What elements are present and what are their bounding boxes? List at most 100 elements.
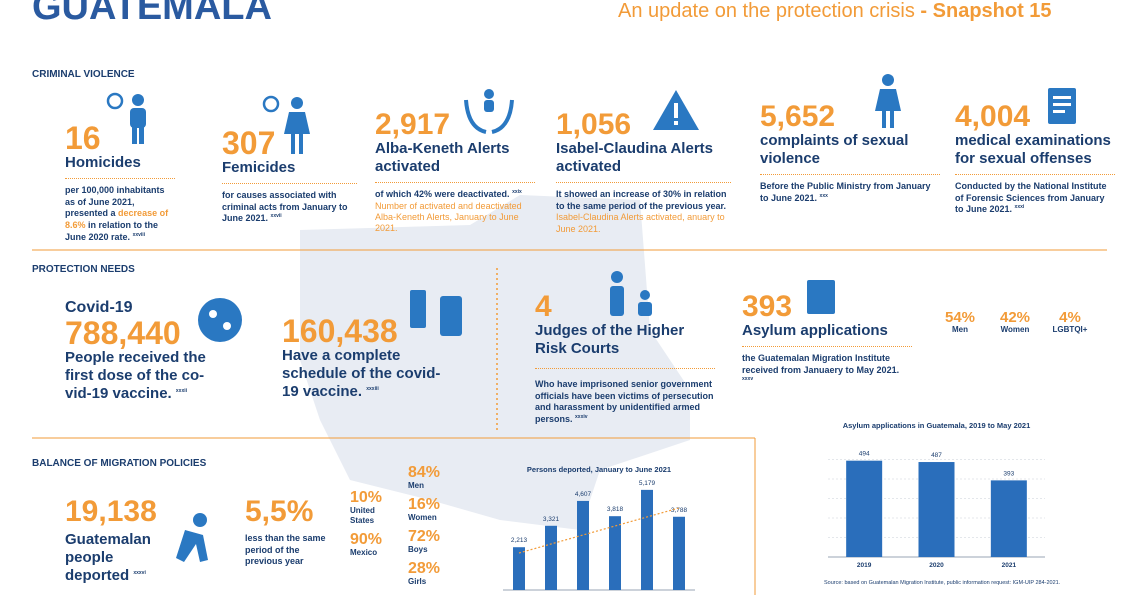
bar [513,547,525,590]
text: It showed an increase of 30% in relation… [556,189,727,211]
stat-label: complaints of sexual violence [760,132,940,175]
footnote: xxxiv [575,414,588,421]
section-heading: CRIMINAL VIOLENCE [32,69,135,80]
stat-block: 28% Girls [408,561,458,587]
description: It showed an increase of 30% in relation… [556,189,731,212]
stat-number: 160,438 [282,313,398,349]
stat-block: 4,004 medical examinations for sexual off… [955,102,1115,216]
stat-label: Alba-Keneth Alerts activated [375,140,535,183]
stat-block: 393 Asylum applications the Guatemalan Mig… [742,292,912,388]
percent: 72% [408,528,441,545]
value-label: 494 [859,451,870,458]
value-label: 3,818 [607,506,624,513]
x-tick-label: 2019 [857,562,872,569]
bar [673,516,685,590]
bar [577,500,589,590]
stat-block: Covid-19 788,440 People received the first… [65,298,215,403]
stat-block: 19,138 Guatemalan people deported xxxvi [65,497,175,585]
stat-block: 307 Femicides for causes associated with c… [222,127,357,225]
bar [609,516,621,590]
snapshot: - Snapshot 15 [920,0,1052,22]
text: in relation to the June 2020 rate. [65,220,159,242]
x-tick-label: 2020 [929,562,944,569]
percent: 90% [350,531,383,548]
stat-block: 1,056 Isabel-Claudina Alerts activated It … [556,110,731,235]
footnote: xxxii [175,388,188,395]
description: for causes associated with criminal acts… [222,190,357,225]
description: the Guatemalan Migration Institute recei… [742,353,912,388]
chart-title: Asylum applications in Guatemala, 2019 t… [843,421,1031,430]
description: Conducted by the National Institute of F… [955,181,1115,216]
footnote: xxix [512,189,522,195]
value-label: 3,321 [543,516,560,523]
text: per 100,000 inhabitants as of June 2021,… [65,185,165,219]
percent: 42% [999,309,1031,326]
stat-label: Isabel-Claudina Alerts activated [556,140,731,183]
subtitle: An update on the protection crisis - Sna… [618,0,1052,23]
footnote: xxx [819,192,828,199]
source: Number of activated and deactivated Alba… [375,200,522,234]
description: Have a complete schedule of the covid-19… [282,347,457,401]
stat-number: 5,652 [760,100,836,133]
stat-number: 307 [222,125,276,161]
stat-number: 4,004 [955,100,1031,133]
value-label: 5,179 [639,480,656,487]
stat-block: 5,652 complaints of sexual violence Before… [760,102,940,204]
section-heading: PROTECTION NEEDS [32,264,135,275]
value-label: 2,213 [511,537,528,544]
bar [990,480,1027,557]
description: of which 42% were deactivated. xxix [375,189,535,201]
stat-block: 160,438 Have a complete schedule of the c… [282,315,457,401]
chart-title: Persons deported, January to June 2021 [527,465,671,474]
percent: 4% [1059,309,1081,326]
percent: 16% [408,496,441,513]
charts: Persons deported, January to June 2021 2,… [503,421,1061,591]
description: People received the first dose of the co… [65,349,215,403]
stat-title: Covid-19 [65,299,133,316]
map-shape [300,195,690,530]
stat-block: 90% Mexico [350,532,400,558]
bar [846,460,883,557]
value-label: 393 [1003,470,1014,477]
value-label: 3,788 [671,507,688,514]
percent-label: LGBTQI+ [1052,325,1088,334]
percent-label: Mexico [350,548,378,557]
stat-block: 10% United States [350,490,400,527]
percent: 10% [350,489,383,506]
stat-label: Homicides [65,154,175,179]
text: Guatemalan people deported [65,531,151,584]
subtitle-text: An update on the protection crisis [618,0,915,22]
stat-block: 16 Homicides per 100,000 inhabitants as of… [65,122,175,243]
stat-number: 19,138 [65,495,157,528]
percent-label: Men [408,481,424,490]
stat-block: 54% Men [935,310,985,335]
title: GUATEMALA [32,0,272,28]
stat-block: 4% LGBTQI+ [1045,310,1095,335]
percent: 84% [408,464,441,481]
text: Conducted by the National Institute of F… [955,181,1107,215]
text: People received the first dose of the co… [65,349,206,403]
source: Isabel-Claudina Alerts activated, anuary… [556,212,725,234]
stat-number: 393 [742,290,793,323]
description: Who have imprisoned senior government of… [535,379,715,426]
description: Before the Public Ministry from January … [760,181,940,204]
text: Before the Public Ministry from January … [760,181,931,203]
text: of which 42% were deactivated. [375,189,510,199]
footnote: xxviii [132,231,146,238]
percent-label: United States [350,506,375,526]
footnote: xxxvi [133,570,146,576]
percent: 54% [944,309,976,326]
footnote: xxxi [1014,204,1025,211]
stat-block: 16% Women [408,497,458,523]
stat-label: medical examinations for sexual offenses [955,132,1115,175]
bar [918,462,955,557]
stat-number: 5,5% [245,495,314,528]
icon-details [209,96,1071,330]
stat-block: 84% Men [408,465,458,491]
stat-block: 72% Boys [408,529,458,555]
bar [641,489,653,590]
stat-block: 5,5% less than the same period of the pre… [245,497,335,568]
footnote: xxvii [270,213,282,220]
stat-number: 16 [65,120,101,156]
